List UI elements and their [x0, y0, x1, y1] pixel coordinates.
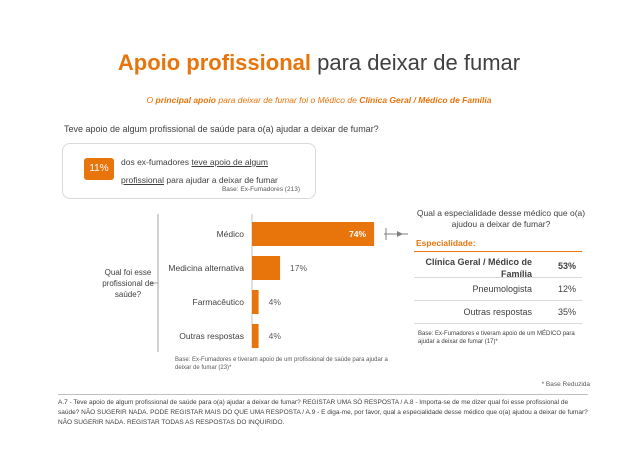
title-highlight: Apoio profissional: [117, 50, 311, 75]
value-label: 74%: [349, 229, 366, 239]
specialty-header: Especialidade:: [416, 238, 476, 248]
bar: [252, 324, 259, 348]
page-title: Apoio profissional para deixar de fumar: [0, 50, 638, 76]
vertical-question: Qual foi esse profissional de saúde?: [102, 268, 154, 299]
bar: [252, 222, 375, 246]
category-label: Outras respostas: [179, 331, 244, 341]
stat-box: [62, 143, 316, 199]
value-label: 17%: [290, 263, 307, 273]
bar: [252, 256, 281, 280]
specialty-row: Clínica Geral / Médico de Família 53%: [414, 256, 582, 280]
subtitle-bold-1: principal apoio: [155, 95, 216, 105]
stat-text-pre: dos ex-fumadores: [121, 157, 190, 167]
subtitle-pre: O: [146, 95, 154, 105]
stat-text: dos ex-fumadores teve apoio de algum prof…: [121, 153, 291, 189]
specialty-row: Pneumologista 12%: [414, 284, 582, 298]
specialty-question: Qual a especialidade desse médico que o(…: [416, 208, 586, 229]
bar: [252, 290, 259, 314]
stat-text-post: para ajudar a deixar de fumar: [166, 175, 278, 185]
specialty-value: 35%: [557, 307, 576, 317]
subtitle-mid: para deixar de fumar foi o Médico de: [218, 95, 357, 105]
stat-base: Base: Ex-Fumadores (213): [221, 186, 300, 193]
specialty-value: 12%: [557, 284, 576, 294]
subtitle: O principal apoio para deixar de fumar f…: [0, 95, 638, 105]
footnote-divider: [58, 394, 588, 395]
specialty-header-line: [414, 251, 582, 252]
value-label: 4%: [269, 297, 282, 307]
category-label: Médico: [217, 229, 245, 239]
specialty-row: Outras respostas 35%: [414, 307, 582, 321]
stat-text-u2: profissional: [121, 175, 164, 185]
specialty-label: Pneumologista: [472, 284, 532, 294]
category-label: Farmacêutico: [193, 297, 245, 307]
specialty-label: Outras respostas: [463, 307, 532, 317]
value-label: 4%: [269, 331, 282, 341]
subtitle-bold-2: Clínica Geral / Médico de Família: [359, 95, 492, 105]
category-label: Medicina alternativa: [168, 263, 244, 273]
main-question: Teve apoio de algum profissional de saúd…: [64, 124, 379, 134]
stat-badge: 11%: [84, 158, 114, 180]
specialty-separator: [414, 277, 582, 278]
title-rest: para deixar de fumar: [317, 50, 521, 75]
specialty-separator: [414, 323, 582, 324]
reduced-base-note: * Base Reduzida: [541, 381, 590, 388]
specialty-separator: [414, 300, 582, 301]
specialty-base-note: Base: Ex-Fumadores e tiveram apoio de um…: [418, 331, 575, 345]
specialty-value: 53%: [557, 261, 576, 271]
chart-base-note: Base: Ex-Fumadores e tiveram apoio de um…: [175, 357, 388, 371]
footnote: A.7 - Teve apoio de algum profissional d…: [58, 399, 588, 426]
specialty-label: Clínica Geral / Médico de Família: [425, 257, 532, 279]
stat-text-u1: teve apoio de algum: [191, 157, 268, 167]
